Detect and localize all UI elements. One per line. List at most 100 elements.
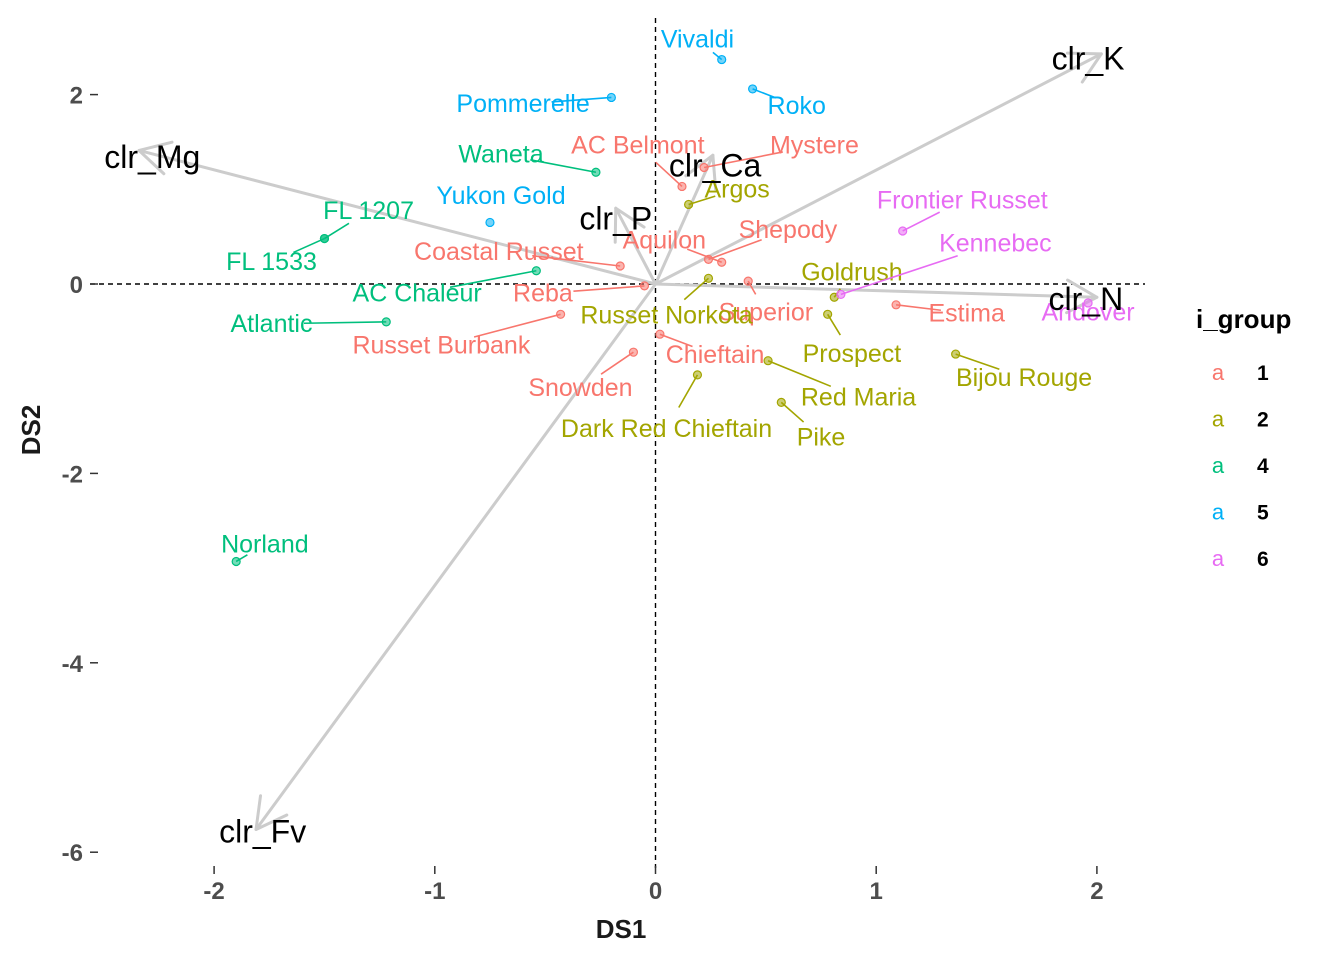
point-label-shepody: Shepody <box>739 216 838 244</box>
y-tick-label-0: 0 <box>70 272 83 299</box>
data-point-prospect <box>823 309 833 319</box>
data-point-bijou-rouge <box>951 349 961 359</box>
point-label-atlantic: Atlantic <box>230 310 312 338</box>
data-point-atlantic <box>381 317 391 327</box>
data-point-russet-norkota <box>703 273 714 283</box>
vector-arrowhead-clr-fv <box>254 794 289 831</box>
vector-arrowhead-clr-mg <box>137 140 174 176</box>
data-point-coastal-russet <box>615 261 625 271</box>
point-label-estima: Estima <box>928 299 1005 327</box>
data-point-waneta <box>591 167 601 177</box>
x-axis-title: DS1 <box>596 914 647 944</box>
leader-line-fl-1533 <box>293 237 325 254</box>
data-point-andover <box>1083 298 1093 308</box>
data-point-roko <box>748 84 758 94</box>
leader-line-atlantic <box>303 321 387 325</box>
x-tick-label-1: 1 <box>870 878 883 905</box>
axes: -2 -1 0 1 2 -6 -4 -2 0 2 <box>62 83 1104 905</box>
point-label-bijou-rouge: Bijou Rouge <box>956 364 1092 392</box>
vector-arrowhead-clr-k <box>1065 51 1103 84</box>
data-point-fl-1533 <box>319 233 330 244</box>
legend-key-1: a <box>1212 360 1225 385</box>
vector-arrowhead-clr-ca <box>684 153 718 191</box>
data-point-pike <box>776 397 786 407</box>
leader-line-kennebec <box>840 254 958 296</box>
point-label-roko: Roko <box>768 92 826 120</box>
point-label-red-maria: Red Maria <box>801 384 916 412</box>
vector-clr-k <box>654 52 1103 286</box>
data-point-vivaldi <box>717 54 727 65</box>
leader-line-estima <box>895 304 941 312</box>
data-point-snowden <box>628 347 639 357</box>
point-label-kennebec: Kennebec <box>939 229 1052 257</box>
x-tick-label-2: -2 <box>203 878 224 905</box>
leader-line-bijou-rouge <box>955 353 1000 370</box>
legend-title: i_group <box>1196 304 1291 334</box>
x-tick-label-1: -1 <box>424 878 445 905</box>
point-label-aquilon: Aquilon <box>623 226 706 254</box>
y-axis-title: DS2 <box>16 405 46 456</box>
data-point-chieftain <box>655 329 665 339</box>
leader-line-pommerelle <box>551 96 612 103</box>
point-label-reba: Reba <box>513 279 573 307</box>
data-point-kennebec <box>836 289 846 300</box>
leader-line-shepody <box>708 238 762 261</box>
plot-area: Vivaldi Pommerelle Roko Yukon Gold Waneta FL … <box>90 18 1145 868</box>
data-point-russet-burbank <box>555 309 566 319</box>
vector-label-clr-fv: clr_Fv <box>219 813 306 849</box>
point-label-ac-chaleur: AC Chaleur <box>353 279 482 307</box>
leader-line-fl-1207 <box>324 222 350 240</box>
point-label-fl-1207: FL 1207 <box>323 197 414 225</box>
point-label-mystere: Mystere <box>770 132 859 160</box>
leader-line-dark-red-chieftain <box>678 374 699 408</box>
point-label-dark-red-chieftain: Dark Red Chieftain <box>561 415 772 443</box>
vector-label-clr-ca: clr_Ca <box>669 148 762 184</box>
legend-key-6: a <box>1212 546 1225 571</box>
y-tick-label-4: -4 <box>62 651 84 678</box>
leader-line-waneta <box>530 159 597 174</box>
leader-line-aquilon <box>686 248 722 263</box>
y-tick-label-2: -2 <box>62 461 83 488</box>
leader-line-reba <box>573 285 645 292</box>
vector-clr-n <box>654 282 1099 299</box>
vector-clr-fv <box>254 282 657 831</box>
point-label-frontier-russet: Frontier Russet <box>877 187 1048 215</box>
legend-key-4: a <box>1212 453 1225 478</box>
point-label-goldrush: Goldrush <box>801 259 902 287</box>
legend-label-1: 1 <box>1257 362 1269 385</box>
vector-arrowhead-clr-n <box>1065 278 1099 315</box>
legend-key-5: a <box>1212 500 1225 525</box>
data-point-norland <box>231 556 241 567</box>
legend-label-2: 2 <box>1257 409 1269 432</box>
vector-label-clr-p: clr_P <box>579 201 652 237</box>
x-tick-label-2: 2 <box>1090 878 1103 905</box>
point-label-chieftain: Chieftain <box>666 341 765 369</box>
data-point-ac-belmont <box>677 181 687 192</box>
vector-clr-mg <box>137 148 657 286</box>
vector-clr-ca <box>654 153 715 286</box>
leader-line-frontier-russet <box>902 211 941 232</box>
point-label-andover: Andover <box>1042 298 1135 326</box>
data-point-ac-chaleur <box>531 266 541 276</box>
vector-label-clr-mg: clr_Mg <box>104 139 200 175</box>
point-label-norland: Norland <box>221 530 309 558</box>
leader-line-red-maria <box>767 359 832 388</box>
data-point-argos <box>684 199 694 210</box>
leader-line-coastal-russet <box>532 254 621 267</box>
vector-arrowhead-clr-p <box>613 206 646 244</box>
data-point-reba <box>639 281 650 291</box>
vector-label-clr-n: clr_N <box>1049 281 1124 317</box>
leader-line-mystere <box>703 151 783 169</box>
data-point-pommerelle <box>606 92 616 103</box>
leader-line-pike <box>780 401 805 423</box>
leader-line-chieftain <box>659 333 693 348</box>
data-point-superior <box>743 276 753 286</box>
leader-line-argos <box>688 195 716 206</box>
leader-line-ac-chaleur <box>449 269 537 288</box>
leader-line-russet-norkota <box>683 277 709 301</box>
point-label-waneta: Waneta <box>458 140 543 168</box>
point-label-coastal-russet: Coastal Russet <box>414 238 584 266</box>
data-point-frontier-russet <box>898 226 908 236</box>
data-point-mystere <box>699 162 709 173</box>
